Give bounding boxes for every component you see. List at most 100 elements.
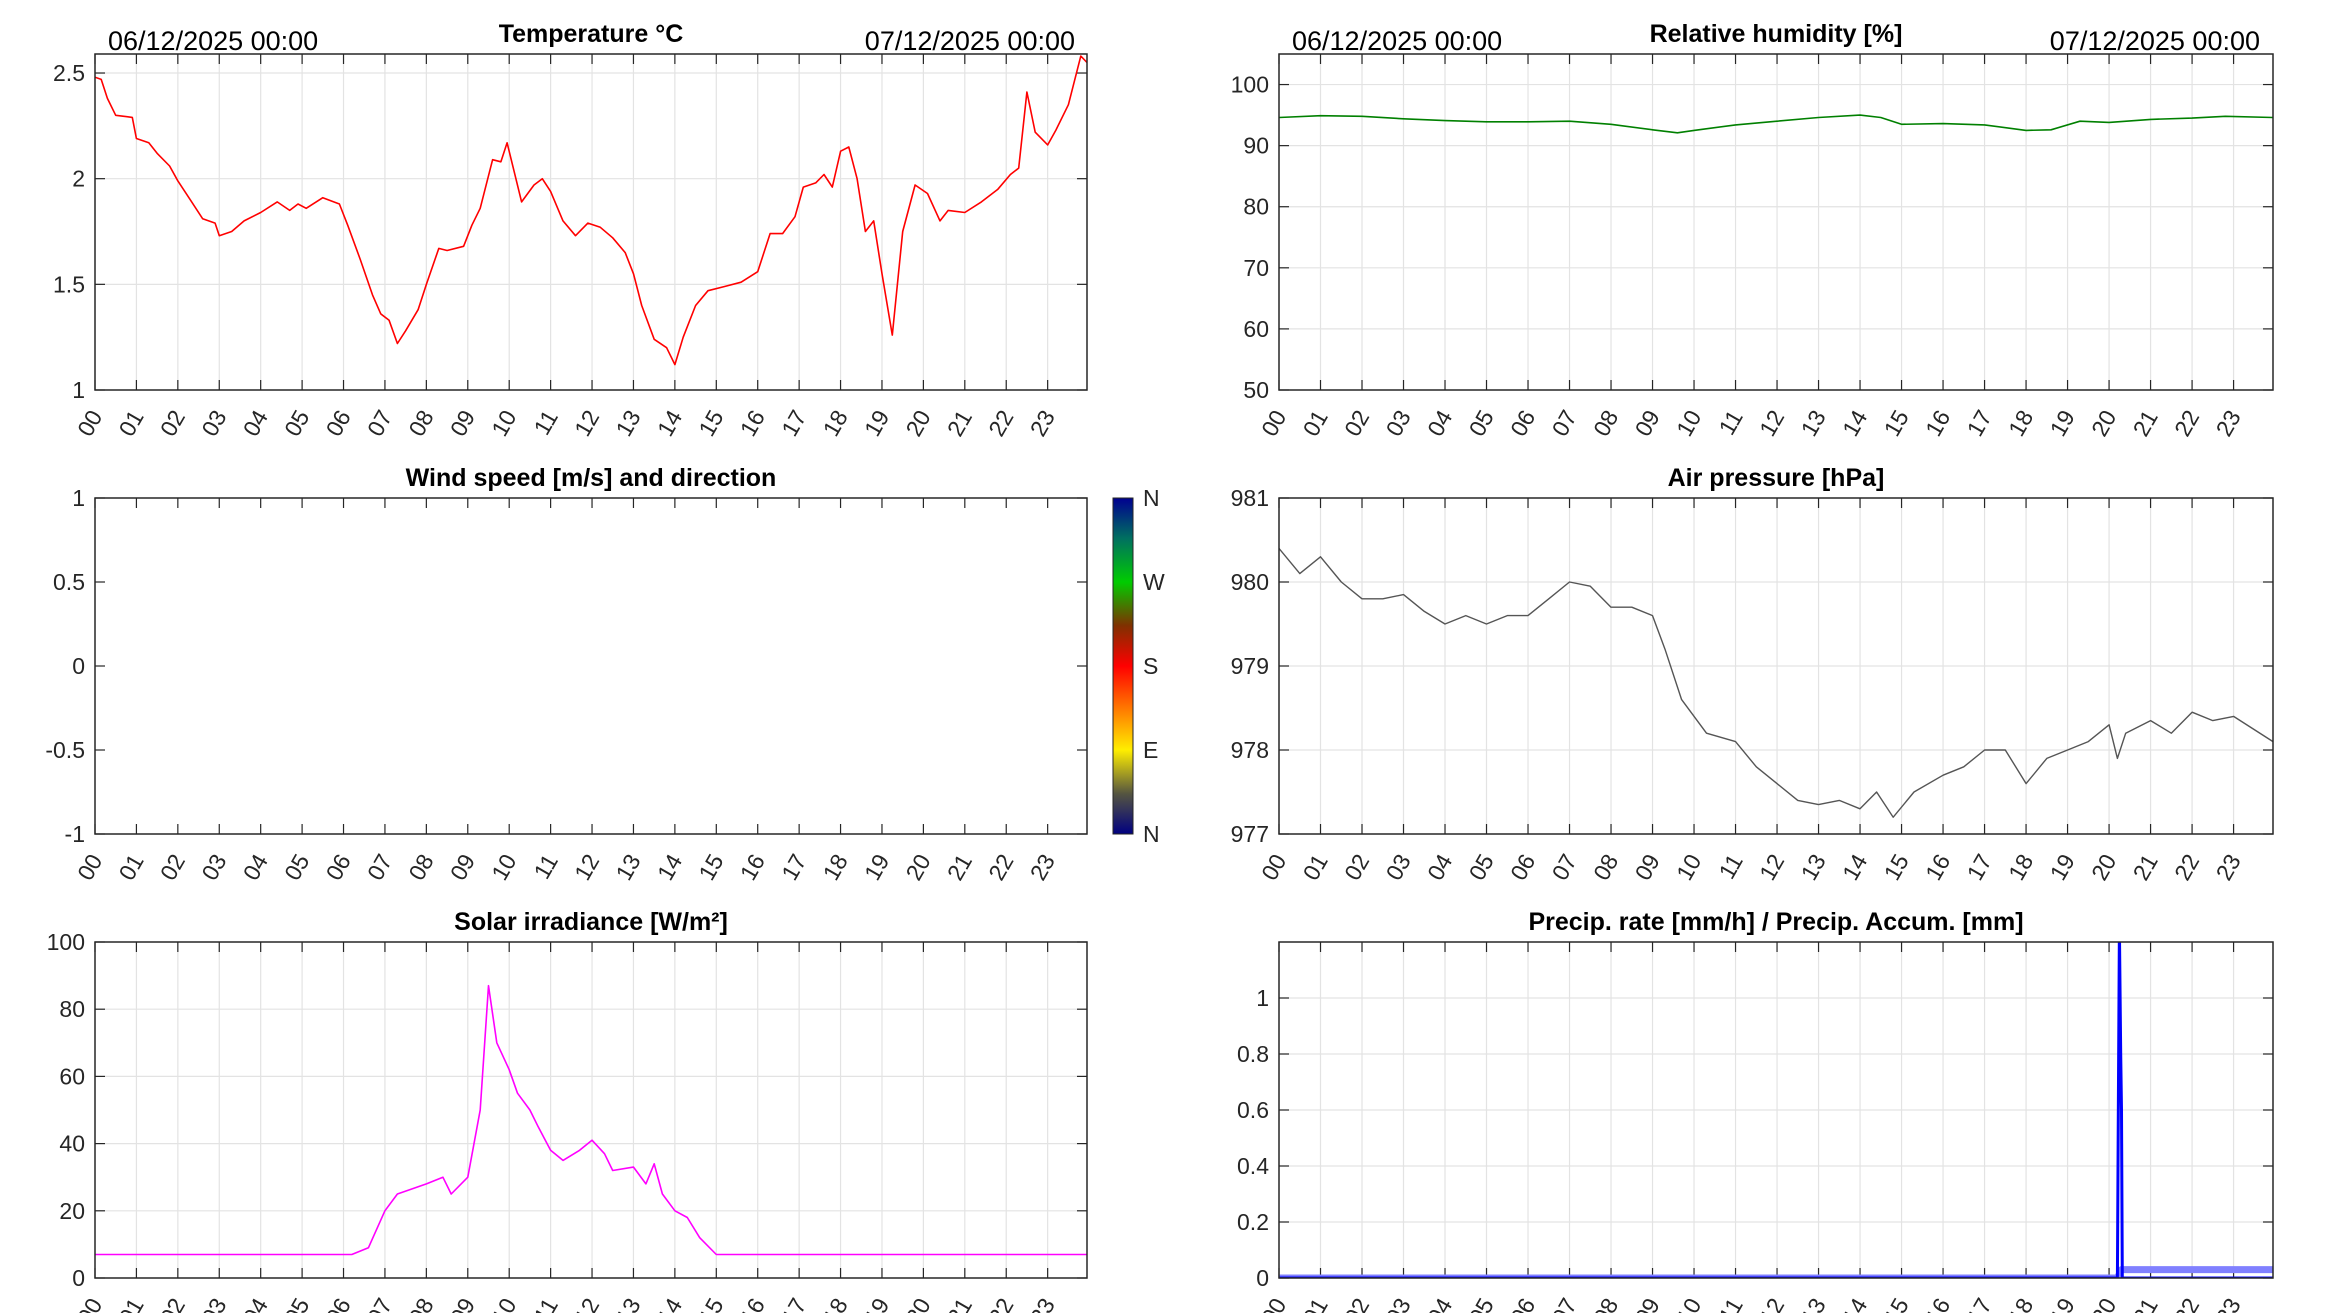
precip-axes-box	[1278, 941, 2274, 1279]
x-tick-label: 06	[1505, 850, 1540, 885]
y-tick-label: 0	[1256, 1265, 1269, 1291]
x-tick-label: 00	[72, 406, 107, 441]
x-tick-label: 14	[1837, 405, 1872, 440]
x-tick-label: 04	[238, 405, 273, 440]
x-tick-label: 02	[1339, 406, 1374, 441]
x-tick-label: 19	[859, 850, 894, 885]
x-tick-label: 15	[693, 1294, 728, 1313]
x-tick-label: 07	[1547, 1294, 1582, 1313]
x-tick-label: 20	[2086, 850, 2121, 885]
x-tick-label: 10	[1671, 850, 1706, 885]
y-tick-label: 60	[59, 1063, 85, 1089]
x-tick-label: 01	[113, 850, 148, 885]
x-tick-label: 04	[1422, 1293, 1457, 1313]
y-tick-label: 80	[1243, 194, 1269, 220]
x-tick-label: 00	[1256, 1294, 1291, 1313]
solar-plot-area	[95, 942, 1087, 1278]
x-tick-label: 00	[1256, 850, 1291, 885]
x-tick-label: 15	[1879, 406, 1914, 441]
y-tick-label: 70	[1243, 255, 1269, 281]
x-tick-label: 03	[1381, 406, 1416, 441]
x-tick-label: 04	[238, 1293, 273, 1313]
x-tick-label: 20	[900, 406, 935, 441]
pres-panel: 00 01 02 03 04 05 06 07 08 09 10 11 12 13 14 15 16 17 18 19…	[1231, 464, 2274, 885]
temp-start-date: 06/12/2025 00:00	[108, 26, 318, 56]
x-tick-label: 23	[2211, 406, 2246, 441]
x-tick-label: 12	[1754, 1294, 1789, 1313]
x-tick-label: 03	[1381, 1294, 1416, 1313]
hum-plot-area	[1279, 54, 2273, 390]
x-tick-label: 09	[1630, 1294, 1665, 1313]
wind-axes-box	[94, 497, 1088, 835]
x-tick-label: 18	[818, 850, 853, 885]
x-tick-label: 20	[2086, 406, 2121, 441]
x-tick-label: 07	[362, 1294, 397, 1313]
y-tick-label: 1.5	[53, 271, 85, 297]
hum-axes-box	[1278, 53, 2274, 391]
y-tick-label: -0.5	[45, 737, 85, 763]
x-tick-label: 03	[196, 1294, 231, 1313]
wind-plot-area	[95, 498, 1087, 834]
x-tick-label: 13	[1796, 406, 1831, 441]
x-tick-label: 19	[2045, 406, 2080, 441]
x-tick-label: 17	[776, 850, 811, 885]
x-tick-label: 18	[818, 1294, 853, 1313]
x-tick-label: 02	[155, 850, 190, 885]
x-tick-label: 10	[486, 1294, 521, 1313]
y-tick-label: 100	[47, 929, 85, 955]
pres-axes-box	[1278, 497, 2274, 835]
x-tick-label: 09	[445, 850, 480, 885]
x-tick-label: 12	[569, 850, 604, 885]
x-tick-label: 18	[818, 406, 853, 441]
x-tick-label: 13	[610, 1294, 645, 1313]
y-tick-label: 80	[59, 996, 85, 1022]
y-tick-label: 2.5	[53, 60, 85, 86]
x-tick-label: 09	[445, 1294, 480, 1313]
x-tick-label: 14	[1837, 849, 1872, 884]
y-tick-label: 980	[1231, 569, 1269, 595]
y-tick-label: 0.2	[1237, 1209, 1269, 1235]
solar-series-line	[95, 984, 1087, 1256]
x-tick-label: 01	[113, 1294, 148, 1313]
y-tick-label: 0.6	[1237, 1097, 1269, 1123]
temp-series-line	[95, 55, 1087, 366]
temp-title: Temperature °C	[499, 20, 684, 48]
x-tick-label: 17	[1962, 850, 1997, 885]
x-tick-label: 21	[942, 406, 977, 441]
x-tick-label: 12	[569, 406, 604, 441]
x-tick-label: 21	[2128, 850, 2163, 885]
precip-panel: 00 01 02 03 04 05 06 07 08 09 10 11 12 13 14 15 16 17 18 19…	[1237, 908, 2274, 1313]
x-tick-label: 14	[1837, 1293, 1872, 1313]
x-tick-label: 18	[2003, 406, 2038, 441]
x-tick-label: 19	[2045, 850, 2080, 885]
y-tick-label: 0	[72, 1265, 85, 1291]
y-tick-label: 1	[72, 485, 85, 511]
x-tick-label: 07	[362, 406, 397, 441]
x-tick-label: 23	[2211, 850, 2246, 885]
x-tick-label: 02	[1339, 850, 1374, 885]
x-tick-label: 16	[1920, 850, 1955, 885]
x-tick-label: 22	[983, 849, 1018, 884]
x-tick-label: 21	[942, 850, 977, 885]
x-tick-label: 08	[403, 1294, 438, 1313]
x-tick-label: 17	[776, 1294, 811, 1313]
x-tick-label: 19	[859, 1294, 894, 1313]
precip-title: Precip. rate [mm/h] / Precip. Accum. [mm…	[1528, 908, 2023, 936]
x-tick-label: 11	[1713, 1294, 1747, 1313]
y-tick-label: 50	[1243, 377, 1269, 403]
x-tick-label: 05	[279, 406, 314, 441]
x-tick-label: 22	[2169, 850, 2204, 885]
colorbar-label-e: E	[1143, 737, 1158, 763]
x-tick-label: 02	[155, 1294, 190, 1313]
x-tick-label: 18	[2003, 1294, 2038, 1313]
x-tick-label: 16	[1920, 1294, 1955, 1313]
x-tick-label: 09	[445, 406, 480, 441]
x-tick-label: 14	[652, 405, 687, 440]
x-tick-label: 10	[486, 850, 521, 885]
x-tick-label: 15	[693, 850, 728, 885]
x-tick-label: 22	[2169, 406, 2204, 441]
x-tick-label: 14	[652, 849, 687, 884]
x-tick-label: 07	[362, 850, 397, 885]
colorbar-label-w: W	[1143, 569, 1165, 595]
